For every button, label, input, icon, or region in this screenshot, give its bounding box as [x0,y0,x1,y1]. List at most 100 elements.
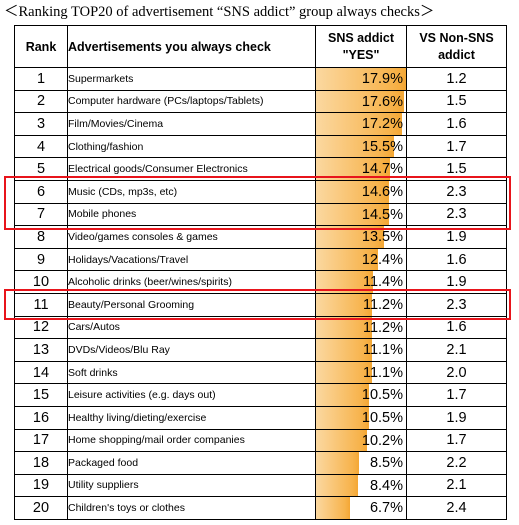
yes-percent-label: 11.1% [362,342,403,359]
table-row: 4 Clothing/fashion 15.5% 1.7 [14,134,507,159]
yes-percent-cell: 10.5% [315,405,407,430]
yes-percent-bar [316,339,372,361]
vs-ratio-cell: 2.3 [406,202,507,227]
yes-percent-label: 14.7% [361,161,403,178]
yes-percent-cell: 11.4% [315,270,407,294]
advertisement-cell: Electrical goods/Consumer Electronics [67,157,316,181]
table-row: 15 Leisure activities (e.g. days out) 10.5… [14,383,507,407]
rank-cell: 13 [14,338,68,362]
rank-cell: 1 [14,67,68,91]
yes-percent-bar [316,317,373,338]
rank-cell: 11 [14,292,68,317]
yes-percent-bar [316,384,369,406]
advertisement-cell: Soft drinks [67,360,316,385]
advertisement-cell: Utility suppliers [67,473,316,498]
yes-percent-cell: 17.6% [315,89,407,114]
ranking-table: Rank Advertisements you always check SNS… [14,25,507,520]
table-row: 2 Computer hardware (PCs/laptops/Tablets)… [14,89,507,114]
yes-percent-cell: 15.5% [315,134,407,159]
header-yes-line2: "YES" [342,47,380,62]
header-vs-line2: addict [438,47,475,62]
table-row: 18 Packaged food 8.5% 2.2 [14,451,507,475]
rank-cell: 4 [14,134,68,159]
advertisement-cell: Clothing/fashion [67,134,316,159]
yes-percent-label: 11.4% [362,274,403,291]
vs-ratio-cell: 1.2 [406,67,507,91]
table-row: 3 Film/Movies/Cinema 17.2% 1.6 [14,112,507,136]
yes-percent-cell: 17.9% [315,67,407,91]
advertisement-cell: Leisure activities (e.g. days out) [67,383,316,407]
table-header-row: Rank Advertisements you always check SNS… [14,25,507,68]
advertisement-cell: Alcoholic drinks (beer/wines/spirits) [67,270,316,294]
rank-cell: 12 [14,315,68,340]
advertisement-cell: Cars/Autos [67,315,316,340]
table-row: 20 Children's toys or clothes 6.7% 2.4 [14,496,507,520]
header-rank: Rank [14,25,68,68]
rank-cell: 5 [14,157,68,181]
yes-percent-bar [316,429,368,451]
yes-percent-bar [316,158,390,180]
header-vs-line1: VS Non-SNS [419,30,494,45]
rank-cell: 8 [14,225,68,249]
header-advertisement: Advertisements you always check [67,25,316,68]
vs-ratio-cell: 1.9 [406,225,507,249]
rank-cell: 19 [14,473,68,498]
yes-percent-cell: 6.7% [315,496,407,520]
yes-percent-label: 8.5% [369,455,403,472]
yes-percent-bar [316,452,359,474]
vs-ratio-cell: 2.1 [406,473,507,498]
advertisement-cell: Computer hardware (PCs/laptops/Tablets) [67,89,316,114]
yes-percent-cell: 10.5% [315,383,407,407]
advertisement-cell: Healthy living/dieting/exercise [67,405,316,430]
vs-ratio-cell: 2.4 [406,496,507,520]
table-row: 17 Home shopping/mail order companies 10.2… [14,428,507,453]
vs-ratio-cell: 1.9 [406,405,507,430]
yes-percent-label: 11.1% [362,364,403,381]
yes-percent-cell: 12.4% [315,247,407,272]
yes-percent-label: 8.4% [369,477,403,494]
advertisement-cell: Children's toys or clothes [67,496,316,520]
table-body: 1 Supermarkets 17.9% 1.2 2 Computer hardware … [14,67,507,520]
yes-percent-label: 11.2% [362,319,403,336]
chart-title: ＜Ranking TOP20 of advertisement “SNS add… [4,4,435,20]
advertisement-cell: Music (CDs, mp3s, etc) [67,179,316,204]
yes-percent-bar [316,68,406,90]
yes-percent-cell: 14.5% [315,202,407,227]
yes-percent-cell: 17.2% [315,112,407,136]
yes-percent-label: 12.4% [361,251,403,268]
vs-ratio-cell: 2.3 [406,292,507,317]
yes-percent-bar [316,362,372,383]
advertisement-cell: Supermarkets [67,67,316,91]
yes-percent-cell: 8.4% [315,473,407,498]
table-row: 11 Beauty/Personal Grooming 11.2% 2.3 [14,292,507,317]
yes-percent-label: 14.6% [361,183,403,200]
yes-percent-label: 13.5% [361,229,403,246]
vs-ratio-cell: 1.5 [406,89,507,114]
table-row: 13 DVDs/Videos/Blu Ray 11.1% 2.1 [14,338,507,362]
table-row: 19 Utility suppliers 8.4% 2.1 [14,473,507,498]
vs-ratio-cell: 1.6 [406,315,507,340]
header-vs-non-sns: VS Non-SNS addict [406,25,507,68]
vs-ratio-cell: 1.7 [406,383,507,407]
table-row: 7 Mobile phones 14.5% 2.3 [14,202,507,227]
yes-percent-cell: 13.5% [315,225,407,249]
yes-percent-bar [316,294,373,316]
yes-percent-bar [316,113,403,135]
yes-percent-bar [316,226,384,248]
rank-cell: 20 [14,496,68,520]
yes-percent-bar [316,497,350,519]
yes-percent-bar [316,407,369,429]
header-sns-addict-yes: SNS addict "YES" [315,25,407,68]
yes-percent-bar [316,204,389,225]
yes-percent-label: 15.5% [361,138,403,155]
yes-percent-label: 11.2% [362,296,403,313]
vs-ratio-cell: 1.9 [406,270,507,294]
yes-percent-bar [316,181,390,203]
advertisement-cell: Film/Movies/Cinema [67,112,316,136]
yes-percent-bar [316,91,405,112]
vs-ratio-cell: 1.7 [406,428,507,453]
yes-percent-label: 10.5% [361,409,403,426]
advertisement-cell: DVDs/Videos/Blu Ray [67,338,316,362]
yes-percent-label: 17.6% [361,93,403,110]
yes-percent-cell: 14.7% [315,157,407,181]
